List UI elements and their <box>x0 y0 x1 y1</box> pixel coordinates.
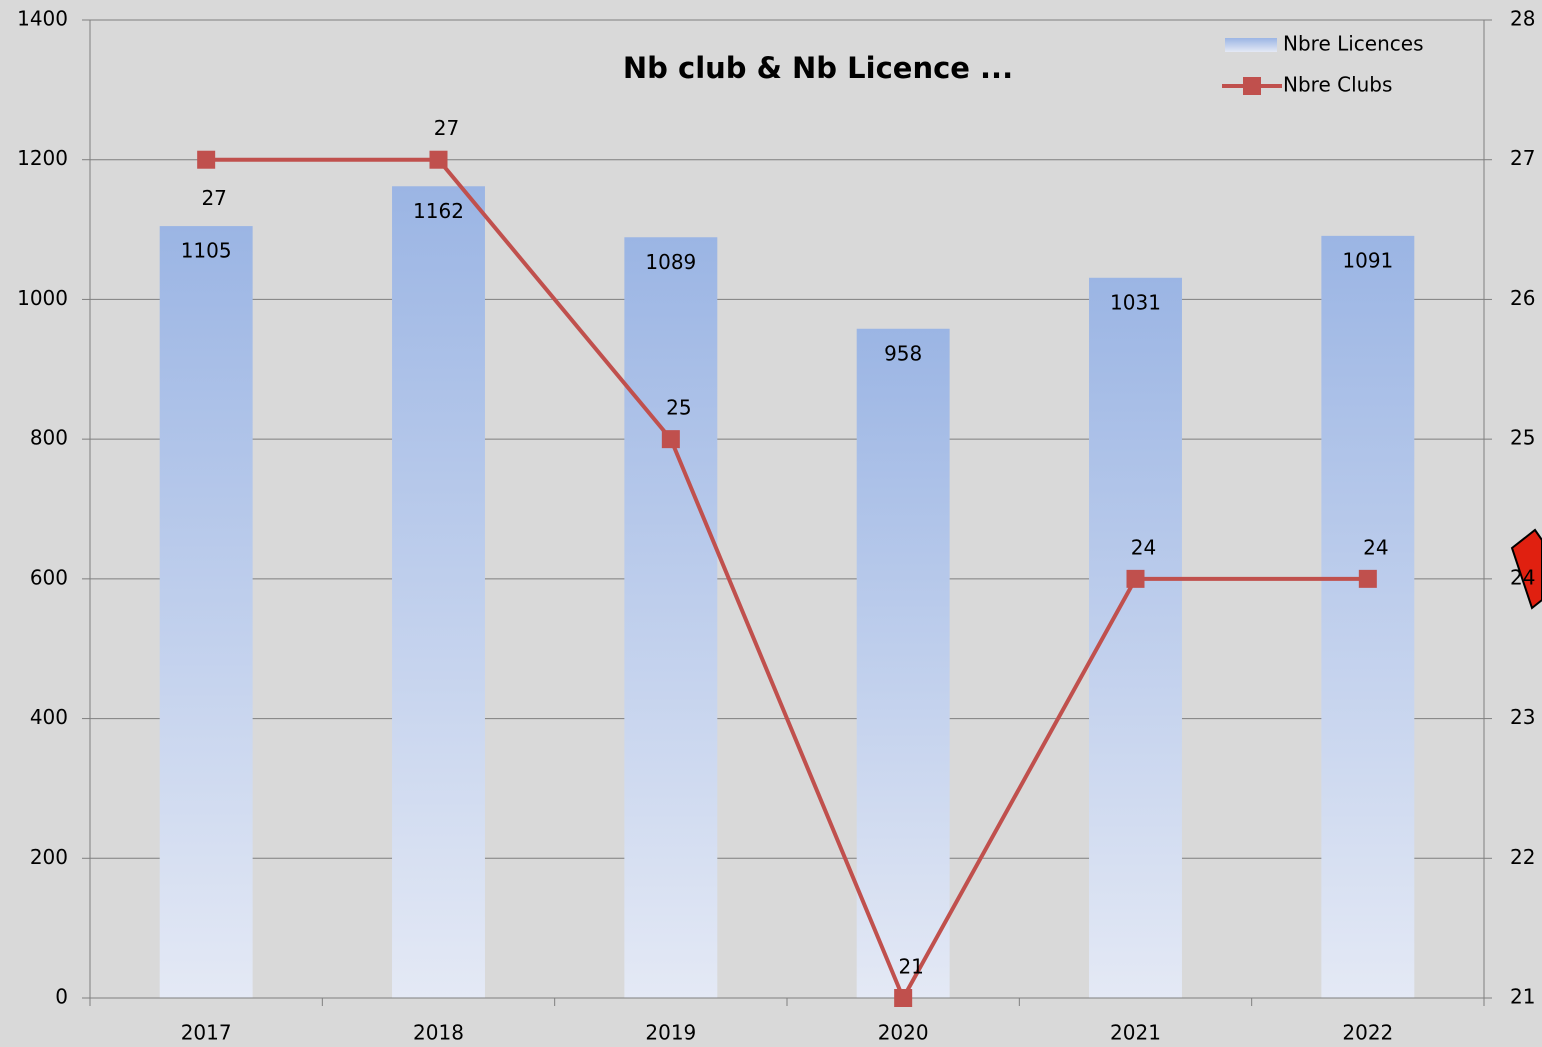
y-tick-label: 800 <box>30 426 68 450</box>
line-value-label: 27 <box>434 116 459 140</box>
line-value-label: 24 <box>1131 535 1156 559</box>
y2-tick-label: 21 <box>1510 985 1535 1009</box>
line-marker <box>1358 569 1377 588</box>
y2-tick-label: 23 <box>1510 705 1535 729</box>
y-tick-label: 400 <box>30 705 68 729</box>
line-value-label: 24 <box>1363 535 1388 559</box>
bar-value-label: 1031 <box>1110 290 1161 314</box>
y2-tick-label: 27 <box>1510 146 1535 170</box>
decoration <box>1510 528 1542 610</box>
line-marker <box>1126 569 1145 588</box>
y-tick-label: 200 <box>30 845 68 869</box>
x-tick-label: 2022 <box>1342 1021 1393 1045</box>
y-tick-label: 0 <box>55 985 68 1009</box>
bar <box>159 226 253 999</box>
bar-value-label: 958 <box>884 341 922 365</box>
line-marker <box>661 430 680 449</box>
line-marker <box>429 150 448 169</box>
y-tick-label: 1200 <box>17 146 68 170</box>
line <box>206 157 1368 1003</box>
bar-value-label: 1105 <box>181 239 232 263</box>
line-value-label: 27 <box>201 186 226 210</box>
chart-title: Nb club & Nb Licence ... <box>623 51 1013 85</box>
x-tick-label: 2019 <box>645 1021 696 1045</box>
line-marker <box>197 150 216 169</box>
bar <box>624 237 718 998</box>
bar-value-label: 1091 <box>1342 248 1393 272</box>
y2-tick-label: 28 <box>1510 7 1535 31</box>
line-value-label: 21 <box>898 955 923 979</box>
line-value-label: 25 <box>666 396 691 420</box>
legend-label: Nbre Clubs <box>1283 73 1392 97</box>
bar-value-label: 1089 <box>645 250 696 274</box>
x-tick-label: 2018 <box>413 1021 464 1045</box>
bar-value-label: 1162 <box>413 199 464 223</box>
x-tick-label: 2021 <box>1110 1021 1161 1045</box>
y2-tick-label: 26 <box>1510 286 1535 310</box>
legend-label: Nbre Licences <box>1283 32 1424 56</box>
y2-tick-label: 25 <box>1510 426 1535 450</box>
y-tick-label: 600 <box>30 565 68 589</box>
x-tick-label: 2020 <box>878 1021 929 1045</box>
x-tick-label: 2017 <box>181 1021 232 1045</box>
y-tick-label: 1000 <box>17 286 68 310</box>
legend-marker <box>1243 77 1261 95</box>
y2-tick-label: 22 <box>1510 845 1535 869</box>
y-tick-label: 1400 <box>17 7 68 31</box>
y2-tick-label: 24 <box>1510 565 1535 589</box>
legend-swatch <box>1225 38 1277 52</box>
bar <box>392 186 485 998</box>
line-marker <box>894 989 913 1007</box>
bar <box>1321 235 1415 998</box>
bar <box>856 328 950 999</box>
